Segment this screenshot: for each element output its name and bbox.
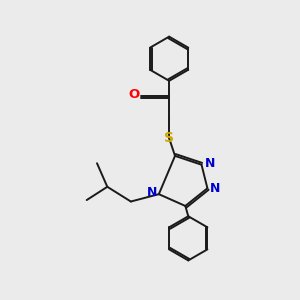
Text: N: N	[205, 157, 215, 170]
Text: N: N	[210, 182, 221, 195]
Text: S: S	[164, 131, 174, 145]
Text: N: N	[147, 186, 158, 199]
Text: O: O	[128, 88, 140, 101]
